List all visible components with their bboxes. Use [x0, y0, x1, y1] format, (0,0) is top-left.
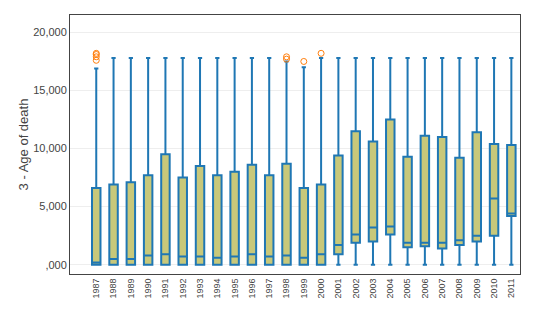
- svg-text:2008: 2008: [454, 279, 464, 299]
- svg-text:20,000: 20,000: [33, 26, 67, 38]
- svg-text:2011: 2011: [506, 279, 516, 298]
- svg-text:2000: 2000: [316, 279, 326, 299]
- svg-text:1990: 1990: [143, 279, 153, 299]
- svg-text:5,000: 5,000: [39, 200, 67, 212]
- svg-text:1997: 1997: [264, 279, 274, 299]
- svg-text:3 - Age of death: 3 - Age of death: [16, 99, 31, 191]
- svg-text:2005: 2005: [403, 279, 413, 299]
- svg-text:1998: 1998: [281, 279, 291, 299]
- svg-text:2009: 2009: [472, 279, 482, 299]
- svg-text:10,000: 10,000: [33, 142, 67, 154]
- svg-text:1994: 1994: [212, 279, 222, 299]
- svg-text:2004: 2004: [385, 279, 395, 299]
- svg-text:1989: 1989: [126, 279, 136, 299]
- svg-text:2003: 2003: [368, 279, 378, 299]
- svg-text:1996: 1996: [247, 279, 257, 299]
- svg-text:2006: 2006: [420, 279, 430, 299]
- svg-text:2010: 2010: [489, 279, 499, 299]
- svg-text:1991: 1991: [160, 279, 170, 299]
- svg-text:1993: 1993: [195, 279, 205, 299]
- svg-text:1988: 1988: [108, 279, 118, 299]
- svg-text:2007: 2007: [437, 279, 447, 299]
- svg-text:1992: 1992: [178, 279, 188, 299]
- svg-text:1995: 1995: [230, 279, 240, 299]
- svg-text:1987: 1987: [91, 279, 101, 299]
- svg-text:,000: ,000: [45, 259, 66, 271]
- svg-text:2001: 2001: [333, 279, 343, 299]
- svg-text:15,000: 15,000: [33, 84, 67, 96]
- svg-text:1999: 1999: [299, 279, 309, 299]
- svg-text:2002: 2002: [351, 279, 361, 299]
